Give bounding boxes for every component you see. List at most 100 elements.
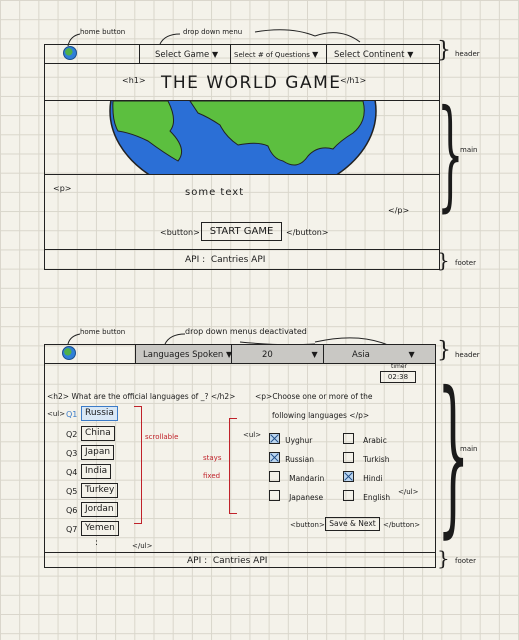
annotation-main: main [460,146,478,154]
header-dropdowns-disabled [135,345,435,363]
language-option[interactable]: Mandarin [269,466,324,485]
chevron-down-icon: ▼ [312,50,319,59]
page-title: THE WORLD GAME [161,73,342,93]
timer-label: timer [391,363,408,370]
main-brace-2: } [437,356,470,554]
header-brace-2: } [437,338,451,363]
annotation-header: header [455,50,480,58]
annotation-footer: footer [455,259,476,267]
screen2-frame [44,344,436,568]
language-label: Uyghur [285,436,313,445]
question-count-dropdown: 20 ▼ [262,350,318,360]
start-game-button[interactable]: START GAME [201,222,282,241]
language-option[interactable]: English [343,485,390,504]
language-option[interactable]: Russian [269,447,314,466]
fixed-bracket [229,418,237,514]
annotation-header-2: header [455,351,480,359]
chevron-down-icon: ▼ [211,50,219,59]
language-label: Arabic [363,436,387,445]
header-brace: } [437,38,451,63]
checkbox[interactable] [343,433,354,444]
languages-dropdown: Languages Spoken ▼ [143,350,232,360]
language-option[interactable]: Arabic [343,428,387,447]
language-label: Turkish [363,455,390,464]
select-game-label: Select Game [155,50,210,60]
question-count-label: 20 [262,350,273,360]
ul-open-tag-2: <ul> [243,431,262,439]
globe-icon[interactable] [63,46,77,60]
select-game-dropdown[interactable]: Select Game ▼ [155,50,218,60]
chevron-down-icon: ▼ [407,50,414,59]
footer-brace-2: } [437,546,450,570]
world-globe-image [109,101,377,174]
h1-open-tag: <h1> [122,76,146,85]
question-number: Q1 [66,410,78,419]
ul-open-tag: <ul> [47,410,66,418]
language-option[interactable]: Hindi [343,466,382,485]
chevron-down-icon: ▼ [311,350,318,359]
footer-brace: } [437,248,450,272]
globe-icon-2[interactable] [62,346,76,360]
button-open-tag-2: <button> [290,521,325,529]
checkbox-checked[interactable] [269,433,280,444]
select-questions-label: Select # of Questions [234,51,310,59]
intro-text: some text [185,187,245,198]
annotation-scrollable: scrollable [145,433,179,441]
select-questions-dropdown[interactable]: Select # of Questions ▼ [234,50,318,59]
language-option[interactable]: Uyghur [269,428,312,447]
button-close-tag: </button> [286,228,329,237]
button-close-tag-2: </button> [383,521,421,529]
question-item[interactable]: Yemen [81,521,119,536]
annotation-fixed: fixed [203,472,221,480]
screen1-frame [44,44,440,270]
p-open-tag: <p> [53,184,72,193]
p-close-tag: </p> [388,206,410,215]
language-option[interactable]: Japanese [269,485,323,504]
question-number: Q7 [66,525,78,534]
question-item[interactable]: China [81,426,115,441]
question-item[interactable]: Jordan [81,502,118,517]
language-option[interactable]: Turkish [343,447,389,466]
chevron-down-icon: ▼ [226,350,233,359]
question-number: Q2 [66,430,78,439]
main-brace: } [437,85,464,224]
annotation-main-2: main [460,445,478,453]
checkbox[interactable] [269,490,280,501]
question-number: Q6 [66,506,78,515]
instructions-line-2: following languages </p> [272,411,370,420]
instructions-line-1: <p>Choose one or more of the [255,392,373,401]
continent-dropdown: Asia ▼ [352,350,415,360]
languages-dropdown-label: Languages Spoken [143,350,224,360]
select-continent-label: Select Continent [334,50,405,60]
button-open-tag: <button> [160,228,200,237]
annotation-dropdowns-deactivated: drop down menus deactivated [185,327,307,336]
annotation-stays: stays [203,454,222,462]
checkbox[interactable] [269,471,280,482]
question-number: Q5 [66,487,78,496]
question-item[interactable]: Turkey [81,483,119,498]
language-label: Hindi [363,474,383,483]
language-label: Russian [285,455,314,464]
language-label: Japanese [289,493,324,502]
footer-api-text-2: API : Cantries API [187,556,268,566]
annotation-home-button-2: home button [80,328,126,336]
question-heading: <h2> What are the official languages of … [47,392,236,401]
chevron-down-icon: ▼ [408,350,415,359]
checkbox[interactable] [343,490,354,501]
select-continent-dropdown[interactable]: Select Continent ▼ [334,50,413,60]
ul-close-tag: </ul> [132,542,153,550]
checkbox[interactable] [343,452,354,463]
question-item[interactable]: India [81,464,112,479]
h1-close-tag: </h1> [340,76,367,85]
footer-api-text: API : Cantries API [185,255,266,265]
question-item[interactable]: Russia [81,406,118,421]
annotation-dropdown-menu: drop down menu [183,28,243,36]
more-questions-ellipsis: : [95,538,99,548]
checkbox-checked[interactable] [269,452,280,463]
question-item[interactable]: Japan [81,445,115,460]
language-label: English [363,493,391,502]
scrollable-bracket [134,406,142,524]
checkbox-checked[interactable] [343,471,354,482]
ul-close-tag-2: </ul> [398,488,419,496]
save-next-button[interactable]: Save & Next [325,517,380,531]
